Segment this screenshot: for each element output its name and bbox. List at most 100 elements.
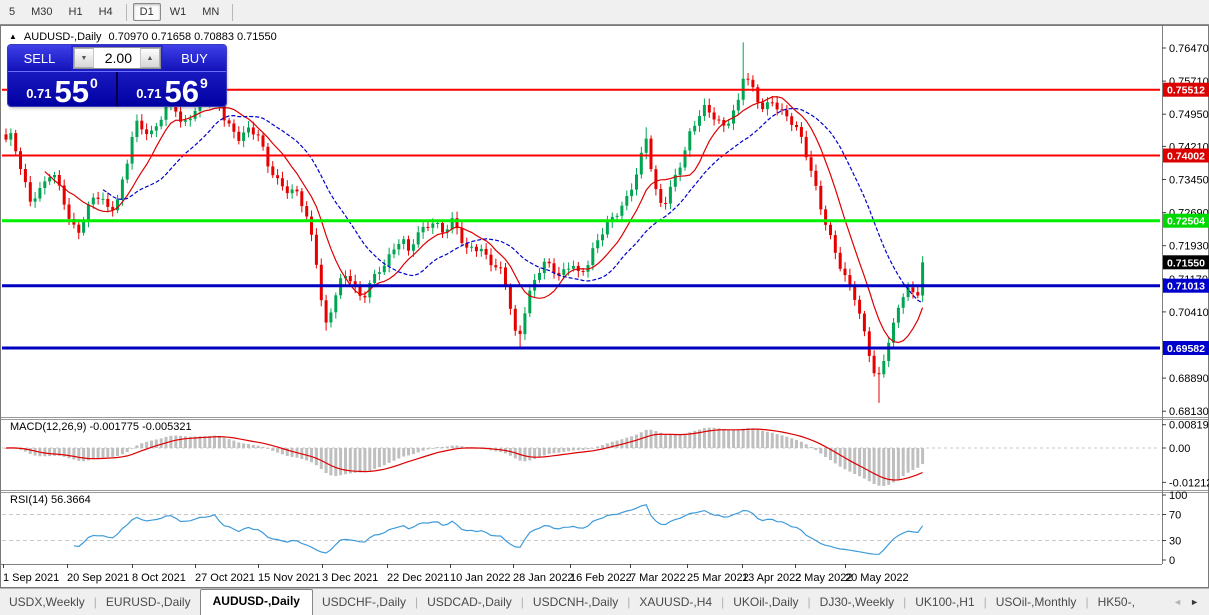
macd-axis-label: 0.008197 [1169,420,1209,432]
buy-price-panel[interactable]: 0.71 56 9 [118,72,226,106]
volume-input[interactable]: 2.00 [104,50,132,66]
chart-header: ▲ AUDUSD-,Daily 0.70970 0.71658 0.70883 … [9,31,277,43]
one-click-trading-widget: SELL ▼ 2.00 ▲ BUY 0.71 55 0 0.71 56 9 [8,45,226,106]
tab-usoil-monthly[interactable]: USOil-,Monthly [995,595,1077,609]
tab-separator: | [93,595,97,609]
rsi-line [73,503,924,555]
date-axis-label: 20 May 2022 [845,572,909,584]
tab-separator: | [983,595,987,609]
price-badge [1163,213,1209,228]
timeframe-button-d1[interactable]: D1 [132,3,161,21]
price-badge-label: 0.74002 [1167,151,1205,163]
date-axis-label: 22 Dec 2021 [387,572,449,584]
tab-usdcnh-daily[interactable]: USDCNH-,Daily [532,595,619,609]
tab-hk50[interactable]: HK50-, [1097,595,1135,609]
volume-decrease-button[interactable]: ▼ [74,48,94,68]
price-axis-label: 0.70410 [1169,307,1209,319]
tab-separator: | [721,595,725,609]
timeframe-button-m5[interactable]: 5 [9,6,16,18]
date-axis-label: 20 Sep 2021 [67,572,129,584]
sell-price-panel[interactable]: 0.71 55 0 [8,72,118,106]
tab-scroll-left-icon[interactable]: ◄ [1173,597,1183,607]
price-badge [1163,278,1209,293]
timeframe-button-h1[interactable]: H1 [68,6,83,18]
tab-separator: | [414,595,419,609]
macd-axis-label: 0.00 [1169,443,1190,455]
date-axis-label: 27 Oct 2021 [195,572,255,584]
tab-usdchf-daily[interactable]: USDCHF-,Daily [321,595,406,609]
volume-increase-button[interactable]: ▲ [140,48,160,68]
date-axis-label: 8 Oct 2021 [132,572,186,584]
price-badge-label: 0.71550 [1167,257,1205,269]
macd-axis-label: -0.012121 [1169,477,1209,489]
date-axis-label: 16 Feb 2022 [570,572,632,584]
spinner-down-icon: ▼ [80,54,88,62]
date-axis-label: 10 Jan 2022 [450,572,511,584]
date-axis-layer: 1 Sep 2021 20 Sep 2021 8 Oct 2021 27 Oct 20… [3,564,909,584]
tab-scroll-controls: ◄ ► [1163,597,1209,615]
macd-indicator-label: MACD(12,26,9) -0.001775 -0.005321 [10,421,192,433]
price-axis-layer: 0.764700.757100.749500.742100.734500.726… [1162,43,1209,418]
sell-price-prefix: 0.71 [26,86,52,101]
timeframe-button-m30[interactable]: M30 [31,6,53,18]
price-axis-label: 0.68890 [1169,373,1209,385]
tab-dj30-weekly[interactable]: DJ30-,Weekly [819,595,895,609]
timeframe-toolbar: 5 M30 H1 H4 D1 W1 MN [0,0,1209,25]
macd-signal-line [5,428,923,481]
date-axis-label: 3 Dec 2021 [322,572,378,584]
chart-ohlc-values: 0.70970 0.71658 0.70883 0.71550 [108,31,277,43]
timeframe-button-h4[interactable]: H4 [98,6,113,18]
timeframe-button-w1[interactable]: W1 [169,6,187,18]
buy-button[interactable]: BUY [163,45,226,71]
tab-eurusd-daily[interactable]: EURUSD-,Daily [105,595,191,609]
price-axis-label: 0.74950 [1169,109,1209,121]
date-axis-label: 28 Jan 2022 [513,572,574,584]
spinner-up-icon: ▲ [146,54,154,62]
price-axis-label: 0.73450 [1169,175,1209,187]
sell-price-big: 55 [54,74,89,106]
tab-separator: | [627,595,631,609]
price-axis-label: 0.68130 [1169,406,1209,418]
price-levels-layer [2,88,1160,350]
timeframe-button-mn[interactable]: MN [202,6,220,18]
tab-ukoil-daily[interactable]: UKOil-,Daily [733,595,799,609]
buy-price-prefix: 0.71 [136,86,162,101]
tab-xauusd-h4[interactable]: XAUUSD-,H4 [639,595,713,609]
tab-separator: | [903,595,907,609]
rsi-axis-label: 30 [1169,536,1181,548]
tab-uk100-h1[interactable]: UK100-,H1 [915,595,975,609]
tab-usdx-weekly[interactable]: USDX,Weekly [9,595,85,609]
price-badge-label: 0.75512 [1167,85,1205,97]
buy-price-big: 56 [164,74,199,106]
tab-scroll-right-icon[interactable]: ► [1190,597,1199,607]
chart-title: AUDUSD-,Daily [23,31,102,43]
date-axis-label: 7 Mar 2022 [630,572,686,584]
toolbar-divider [232,3,234,21]
sell-price-superscript: 0 [90,75,98,91]
date-axis-label: 13 Apr 2022 [742,572,801,584]
rsi-axis-label: 100 [1169,490,1187,502]
ma-slow-line [102,107,923,304]
rsi-axis-label: 0 [1169,555,1175,567]
date-axis-label: 15 Nov 2021 [258,572,320,584]
tab-separator: | [1085,595,1089,609]
buy-price-superscript: 9 [200,75,208,91]
sell-button[interactable]: SELL [8,45,71,71]
price-badge [1163,148,1209,163]
rsi-indicator-label: RSI(14) 56.3664 [10,494,91,506]
tab-separator: | [807,595,811,609]
chart-canvas[interactable]: 0.764700.757100.749500.742100.734500.726… [0,25,1209,588]
tab-audusd-daily[interactable]: AUDUSD-,Daily [199,589,313,615]
price-axis-label: 0.71930 [1169,241,1209,253]
price-axis-label: 0.76470 [1169,43,1209,55]
chart-background [0,25,1209,588]
price-badge-label: 0.71013 [1167,281,1205,293]
tab-usdcad-daily[interactable]: USDCAD-,Daily [427,595,512,609]
expand-arrow-icon[interactable]: ▲ [9,32,17,41]
price-badge-label: 0.72504 [1167,216,1205,228]
price-badge [1163,255,1209,270]
symbol-tab-bar: USDX,Weekly | EURUSD-,Daily AUDUSD-,Dail… [0,588,1209,615]
rsi-axis-label: 70 [1169,510,1181,522]
price-badge-label: 0.69582 [1167,343,1205,355]
price-badge [1163,341,1209,355]
